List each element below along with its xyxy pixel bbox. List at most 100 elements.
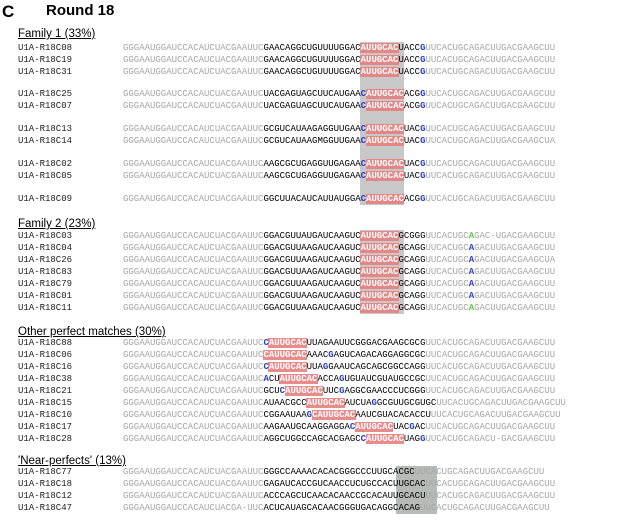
motif-match: AUUGCAC: [360, 231, 399, 241]
variable-region: GAGAUCACCGUCAACCUCUGCCACUUGCAC: [263, 479, 426, 489]
constant-region: UUCACUGCAGACUUGACGAAGCUU: [425, 101, 556, 111]
variable-region: GGGCCAAAACACACGGGCCCUUGCACGC: [263, 467, 415, 477]
motif-highlight-box: [365, 434, 405, 444]
clone-name: U1A-R18C83: [18, 267, 73, 277]
variable-region: GGACGUUAAGAUCAAGUC: [263, 243, 361, 253]
sequence-row: U1A-R18C83 GGGAAUGGAUCCACAUCUACGAAUUCGGAC…: [18, 267, 555, 277]
motif-match: AUUGCAC: [279, 374, 318, 384]
clone-name: U1A-R18C26: [18, 255, 73, 265]
constant-region: GGGAAUGGAUCCACAUCUACGAAUUC: [123, 434, 264, 444]
flanking-base: G: [420, 171, 426, 181]
sequence-row: U1A-R18C09 GGGAAUGGAUCCACAUCUACGAAUUCGGCU…: [18, 194, 555, 204]
clone-name: U1A-R18C19: [18, 55, 73, 65]
variable-region: GCU: [263, 386, 280, 396]
sequence-row: U1A-R18C13 GGGAAUGGAUCCACAUCUACGAAUUCGCGU…: [18, 124, 555, 134]
variable-region: AUCUA: [344, 398, 372, 408]
sequence-row: U1A-R18C11 GGGAAUGGAUCCACAUCUACGAAUUCGGAC…: [18, 303, 555, 313]
flanking-base: C: [279, 386, 286, 396]
variable-region: GCGUUGCGUGC: [376, 398, 437, 408]
clone-name: U1A-R18C09: [18, 194, 73, 204]
constant-region: GACUUGACGAAGCUU: [474, 267, 556, 277]
motif-match: AUUGCAC: [355, 422, 394, 432]
variable-region: ACG: [403, 101, 421, 111]
variable-region: GGACGUUAAGAUCAAGUC: [263, 291, 361, 301]
clone-name: U1A-R18C13: [18, 124, 73, 134]
mutated-base: A: [468, 303, 475, 313]
motif-highlight-box: [262, 350, 308, 360]
variable-region: UAC: [403, 159, 421, 169]
constant-region: UUCACUGCAGACUUGACGAAGCUU: [425, 159, 556, 169]
variable-region: GGCUUACAUCAUUAUGGA: [263, 194, 361, 204]
constant-region: UUCACUGCAGACUUGACGAAGCUU: [425, 350, 556, 360]
constant-region: UUCACUGCAGACUUGACGAAGCUU: [425, 55, 556, 65]
flanking-base: C: [360, 124, 367, 134]
constant-region: UUCACUGCAGACUUGACGAAGCUU: [414, 467, 545, 477]
constant-region: UUCACUGCAGACUUGACGAAGCUU: [425, 386, 556, 396]
variable-region: AGGCUGGCCAGCACGAGC: [263, 434, 361, 444]
sequence-row: U1A-R18C01 GGGAAUGGAUCCACAUCUACGAAUUCGGAC…: [18, 291, 555, 301]
flanking-base: C: [263, 338, 269, 348]
constant-region: UUCACUGCAGACUUGACGAAGCUU: [425, 43, 556, 53]
sequence-row: U1A-R18C28 GGGAAUGGAUCCACAUCUACGAAUUCAGGC…: [18, 434, 555, 444]
motif-highlight-box: [360, 267, 399, 277]
sequence-row: U1A-R18C06 GGGAAUGGAUCCACAUCUACGAAUUCCAUU…: [18, 350, 555, 360]
variable-region: GCGUCAUAAGAGGUUGAA: [263, 124, 361, 134]
clone-name: U1A-R18C25: [18, 89, 73, 99]
constant-region: GGGAAUGGAUCCACAUCUACGAAUUC: [123, 291, 264, 301]
clone-name: U1A-R18C16: [18, 362, 73, 372]
motif-highlight-box: [268, 362, 308, 372]
sequence-row: U1A-R18C19 GGGAAUGGAUCCACAUCUACGAAUUCGAAC…: [18, 55, 555, 65]
sequence-row: U1A-R18C08 GGGAAUGGAUCCACAUCUACGAAUUCGAAC…: [18, 43, 555, 53]
constant-region: UUCACUGCAGACUUGACGAAGCUA: [425, 136, 556, 146]
constant-region: UUCACUGCAGACUUGACGAAGCUU: [425, 422, 556, 432]
flanking-base: G: [420, 89, 426, 99]
variable-region: GAACAGGCUGUUUUGGAC: [263, 43, 361, 53]
motif-match: AUUGCAC: [360, 43, 399, 53]
clone-name: U1A-R18C12: [18, 491, 73, 501]
motif-match: AUUGCAC: [366, 194, 404, 204]
constant-region: GACUUGACGAAGCUU: [474, 291, 556, 301]
constant-region: UUCACUGCAGACUUGACGAAGCUU: [430, 410, 561, 420]
variable-region: GCAGG: [398, 291, 426, 301]
constant-region: UUCACUGC: [425, 243, 469, 253]
constant-region: GGGAAUGGAUCCACAUCUACGAAUUC: [123, 55, 264, 65]
flanking-base: C: [349, 422, 356, 432]
motif-match: AUUGCAC: [360, 279, 399, 289]
flanking-base: G: [420, 194, 426, 204]
motif-match: AUUGCAC: [360, 55, 399, 65]
sequence-row: U1A-R18C77 GGGAAUGGAUCCACAUCUACGAAUUCGGGC…: [18, 467, 544, 477]
variable-region: UUC: [322, 386, 340, 396]
sequence-row: U1A-R18C12 GGGAAUGGAUCCACAUCUACGAAUUCACCC…: [18, 491, 555, 501]
variable-region: AGGCGAACCCUCGGG: [344, 386, 426, 396]
clone-name: U1A-R18C02: [18, 159, 73, 169]
constant-region: UUCACUGCAGACUUGACGAAGCUU: [425, 124, 556, 134]
constant-region: GGGAAUGGAUCCACAUCUACGAAUUC: [123, 398, 264, 408]
sequence-row: U1A-R18C03 GGGAAUGGAUCCACAUCUACGAAUUCGGAC…: [18, 231, 555, 241]
motif-match: AUUGCAC: [360, 67, 399, 77]
constant-region: GGGAAUGGAUCCACAUCUACGAAUUC: [123, 350, 264, 360]
flanking-base: G: [420, 43, 426, 53]
motif-highlight-box: [360, 303, 399, 313]
flanking-base: C: [360, 89, 367, 99]
constant-region: GGGAAUGGAUCCACAUCUACGAAUUC: [123, 194, 264, 204]
sequence-row: U1A-R18C31 GGGAAUGGAUCCACAUCUACGAAUUCGAAC…: [18, 67, 555, 77]
near-perfect-highlight: [395, 466, 437, 514]
variable-region: AAGCGCUGAGGUUGAGAA: [263, 171, 361, 181]
variable-region: GAACAGGCUGUUUUGGAC: [263, 67, 361, 77]
motif-highlight-box: [365, 194, 405, 204]
clone-name: U1A-R18C11: [18, 303, 73, 313]
variable-region: UAC: [403, 171, 421, 181]
constant-region: UUCACUGCAGACU-GACGAAGCUU: [425, 434, 556, 444]
constant-region: GGGAAUGGAUCCACAUCUACGAAUUC: [123, 303, 264, 313]
motif-match: AUUGCAC: [360, 243, 399, 253]
flanking-base: C: [360, 136, 367, 146]
flanking-base: C: [360, 171, 367, 181]
clone-name: U1A-R18C10: [18, 410, 73, 420]
constant-region: GGGAAUGGAUCCACAUCUACGAAUUC: [123, 467, 264, 477]
constant-region: GACUUGACGAAGCUA: [474, 255, 556, 265]
variable-region: UACC: [398, 55, 421, 65]
clone-name: U1A-R18C38: [18, 374, 73, 384]
flanking-base: G: [322, 362, 329, 372]
motif-highlight-box: [365, 89, 405, 99]
motif-match: AUUGCAC: [360, 291, 399, 301]
